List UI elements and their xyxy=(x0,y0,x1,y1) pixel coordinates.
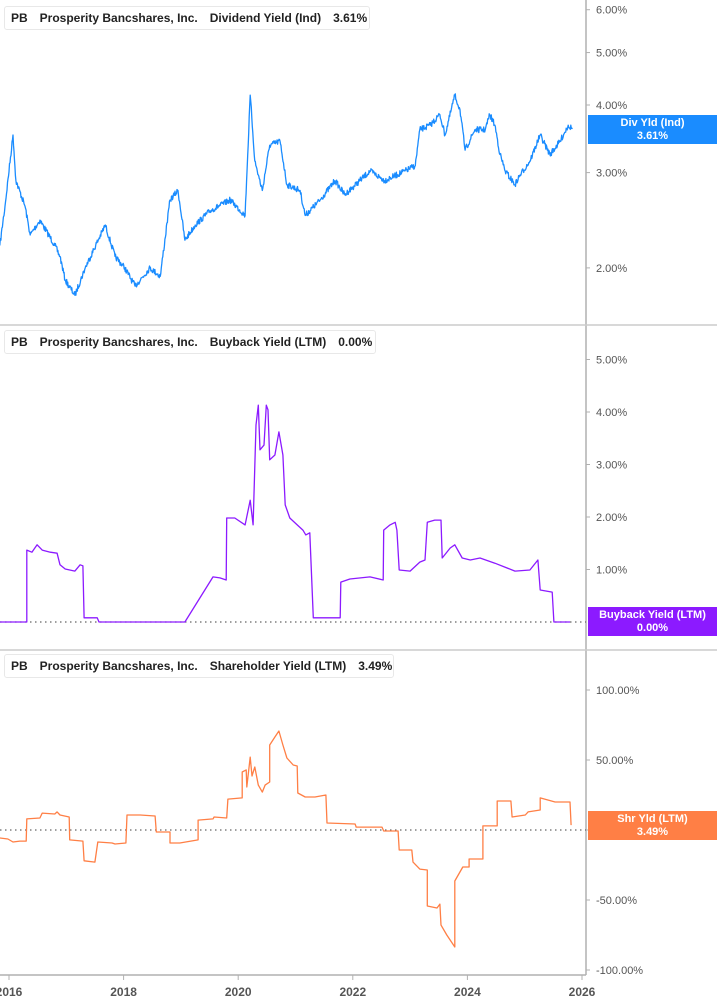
y-tick-label: 3.00% xyxy=(596,460,627,472)
legend-shareholder-yield: PB Prosperity Bancshares, Inc. Sharehold… xyxy=(4,654,394,678)
tag-label: Buyback Yield (LTM) xyxy=(599,609,706,621)
y-tick-label: -100.00% xyxy=(596,965,643,977)
y-tick-label: 5.00% xyxy=(596,355,627,367)
y-tick-label: 4.00% xyxy=(596,100,627,112)
tag-label: Div Yld (Ind) xyxy=(620,117,685,129)
y-tick-label: 1.00% xyxy=(596,565,627,577)
tag-value: 3.49% xyxy=(636,826,669,838)
y-tick-label: 100.00% xyxy=(596,685,640,697)
tag-value: 0.00% xyxy=(636,622,669,634)
legend-dividend-yield: PB Prosperity Bancshares, Inc. Dividend … xyxy=(4,6,370,30)
series-label: Buyback Yield (LTM) xyxy=(209,335,327,349)
tag-value: 3.61% xyxy=(636,130,669,142)
last-value-tag-dividend: Div Yld (Ind) 3.61% xyxy=(588,115,717,144)
y-tick-label: 5.00% xyxy=(596,48,627,60)
x-tick-label: 2024 xyxy=(454,985,481,999)
series-line-dividend-yield xyxy=(0,93,573,296)
company-name: Prosperity Bancshares, Inc. xyxy=(39,11,198,25)
y-tick-label: 4.00% xyxy=(596,407,627,419)
x-tick-label: 2022 xyxy=(339,985,366,999)
x-tick-label: 2018 xyxy=(110,985,137,999)
tag-label: Shr Yld (LTM) xyxy=(617,813,688,825)
y-tick-label: 50.00% xyxy=(596,755,634,767)
ticker: PB xyxy=(11,659,28,673)
last-value-tag-buyback: Buyback Yield (LTM) 0.00% xyxy=(588,607,717,636)
last-value-tag-shareholder: Shr Yld (LTM) 3.49% xyxy=(588,811,717,840)
x-tick-label: 2020 xyxy=(225,985,252,999)
x-tick-label: 2016 xyxy=(0,985,23,999)
series-label: Dividend Yield (Ind) xyxy=(209,11,322,25)
company-name: Prosperity Bancshares, Inc. xyxy=(39,335,198,349)
y-tick-label: 2.00% xyxy=(596,512,627,524)
legend-buyback-yield: PB Prosperity Bancshares, Inc. Buyback Y… xyxy=(4,330,376,354)
ticker: PB xyxy=(11,11,28,25)
y-tick-label: -50.00% xyxy=(596,895,637,907)
y-tick-label: 3.00% xyxy=(596,168,627,180)
company-name: Prosperity Bancshares, Inc. xyxy=(39,659,198,673)
current-value: 3.61% xyxy=(333,11,368,25)
current-value: 3.49% xyxy=(358,659,393,673)
y-tick-label: 2.00% xyxy=(596,263,627,275)
series-line-buyback-yield xyxy=(0,404,570,623)
series-label: Shareholder Yield (LTM) xyxy=(209,659,347,673)
current-value: 0.00% xyxy=(338,335,373,349)
ticker: PB xyxy=(11,335,28,349)
series-line-shareholder-yield xyxy=(0,730,572,948)
x-tick-label: 2026 xyxy=(569,985,596,999)
y-tick-label: 6.00% xyxy=(596,5,627,17)
